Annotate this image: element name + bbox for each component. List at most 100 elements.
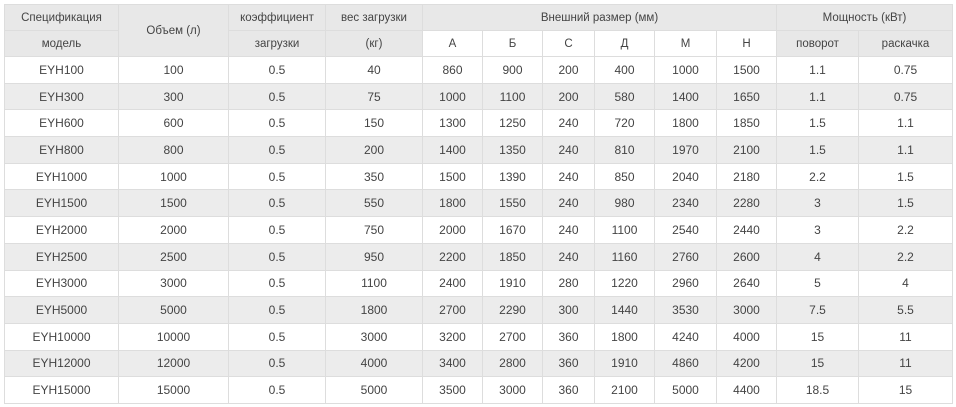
table-cell: 1.5 bbox=[776, 136, 859, 164]
table-cell: EYH100 bbox=[4, 56, 119, 84]
table-cell: 360 bbox=[542, 349, 595, 378]
table-cell: 1400 bbox=[422, 136, 483, 164]
table-cell: 2500 bbox=[118, 242, 229, 271]
header-coef: коэффициент bbox=[228, 4, 326, 31]
table-cell: 1000 bbox=[118, 162, 229, 191]
table-cell: 800 bbox=[118, 136, 229, 164]
header-dim-col: Н bbox=[716, 30, 777, 57]
table-cell: 2000 bbox=[118, 216, 229, 244]
table-cell: 0.75 bbox=[858, 56, 953, 84]
table-cell: 2100 bbox=[716, 136, 777, 164]
header-dim-col: Д bbox=[594, 30, 655, 57]
spec-table: Спецификация Объем (л) коэффициент вес з… bbox=[4, 4, 953, 404]
table-cell: 240 bbox=[542, 242, 595, 271]
table-cell: 860 bbox=[422, 56, 483, 84]
table-cell: 1400 bbox=[654, 82, 717, 111]
table-cell: EYH2500 bbox=[4, 242, 119, 271]
table-cell: 2440 bbox=[716, 216, 777, 244]
table-cell: 4400 bbox=[716, 376, 777, 404]
table-cell: 2.2 bbox=[858, 242, 953, 271]
table-cell: EYH10000 bbox=[4, 322, 119, 351]
table-cell: 0.5 bbox=[228, 349, 326, 378]
table-cell: 3 bbox=[776, 189, 859, 218]
table-cell: 2800 bbox=[482, 349, 543, 378]
table-cell: EYH600 bbox=[4, 109, 119, 138]
table-cell: EYH12000 bbox=[4, 349, 119, 378]
table-cell: 550 bbox=[325, 189, 423, 218]
table-cell: 1.1 bbox=[858, 109, 953, 138]
table-cell: 1440 bbox=[594, 296, 655, 324]
table-cell: 1250 bbox=[482, 109, 543, 138]
table-cell: 5 bbox=[776, 269, 859, 298]
header-dims: Внешний размер (мм) bbox=[422, 4, 777, 31]
table-cell: 2400 bbox=[422, 269, 483, 298]
header-model: модель bbox=[4, 30, 119, 57]
table-cell: 3200 bbox=[422, 322, 483, 351]
table-cell: 850 bbox=[594, 162, 655, 191]
table-cell: 3000 bbox=[716, 296, 777, 324]
table-cell: 300 bbox=[118, 82, 229, 111]
table-cell: 2340 bbox=[654, 189, 717, 218]
table-cell: 0.5 bbox=[228, 56, 326, 84]
table-cell: 1100 bbox=[482, 82, 543, 111]
table-cell: 2280 bbox=[716, 189, 777, 218]
table-cell: 3 bbox=[776, 216, 859, 244]
table-cell: 2040 bbox=[654, 162, 717, 191]
table-cell: 3000 bbox=[118, 269, 229, 298]
table-cell: 2000 bbox=[422, 216, 483, 244]
table-cell: 1670 bbox=[482, 216, 543, 244]
table-cell: 1000 bbox=[422, 82, 483, 111]
table-cell: EYH2000 bbox=[4, 216, 119, 244]
table-cell: 2540 bbox=[654, 216, 717, 244]
table-cell: 720 bbox=[594, 109, 655, 138]
table-cell: 950 bbox=[325, 242, 423, 271]
table-cell: 0.5 bbox=[228, 82, 326, 111]
table-cell: 2760 bbox=[654, 242, 717, 271]
table-cell: 1100 bbox=[594, 216, 655, 244]
table-cell: 4000 bbox=[716, 322, 777, 351]
table-cell: 150 bbox=[325, 109, 423, 138]
table-cell: 5000 bbox=[654, 376, 717, 404]
table-cell: 1100 bbox=[325, 269, 423, 298]
table-cell: 4200 bbox=[716, 349, 777, 378]
table-cell: 1500 bbox=[422, 162, 483, 191]
table-row: EYH2000 2000 0.5 750 2000 1670 240 1100 2540 2440… bbox=[4, 216, 953, 244]
table-cell: 0.5 bbox=[228, 162, 326, 191]
table-cell: 0.5 bbox=[228, 216, 326, 244]
table-cell: 1850 bbox=[482, 242, 543, 271]
table-cell: 2290 bbox=[482, 296, 543, 324]
table-cell: 1220 bbox=[594, 269, 655, 298]
table-cell: 4860 bbox=[654, 349, 717, 378]
table-cell: 1.1 bbox=[776, 82, 859, 111]
table-cell: 240 bbox=[542, 216, 595, 244]
table-cell: 300 bbox=[542, 296, 595, 324]
table-cell: 1650 bbox=[716, 82, 777, 111]
table-cell: 240 bbox=[542, 189, 595, 218]
table-cell: 4 bbox=[776, 242, 859, 271]
table-cell: 1160 bbox=[594, 242, 655, 271]
table-cell: 350 bbox=[325, 162, 423, 191]
header-spec: Спецификация bbox=[4, 4, 119, 31]
table-cell: 15 bbox=[858, 376, 953, 404]
table-row: EYH5000 5000 0.5 1800 2700 2290 300 1440 3530 300… bbox=[4, 296, 953, 324]
table-cell: 2960 bbox=[654, 269, 717, 298]
table-cell: 5000 bbox=[325, 376, 423, 404]
table-row: EYH600 600 0.5 150 1300 1250 240 720 1800 1850 1.5… bbox=[4, 109, 953, 138]
table-cell: 980 bbox=[594, 189, 655, 218]
table-cell: 0.5 bbox=[228, 296, 326, 324]
table-cell: 2700 bbox=[422, 296, 483, 324]
table-row: EYH300 300 0.5 75 1000 1100 200 580 1400 1650 1.1 0… bbox=[4, 82, 953, 111]
header-dim-col: С bbox=[542, 30, 595, 57]
table-cell: 12000 bbox=[118, 349, 229, 378]
table-cell: 1850 bbox=[716, 109, 777, 138]
table-cell: 0.5 bbox=[228, 189, 326, 218]
table-cell: 2640 bbox=[716, 269, 777, 298]
table-row: EYH12000 12000 0.5 4000 3400 2800 360 1910 4860 4… bbox=[4, 349, 953, 378]
table-cell: 0.5 bbox=[228, 242, 326, 271]
table-cell: 0.5 bbox=[228, 136, 326, 164]
table-cell: 0.75 bbox=[858, 82, 953, 111]
table-cell: 1800 bbox=[422, 189, 483, 218]
table-cell: 280 bbox=[542, 269, 595, 298]
table-cell: 900 bbox=[482, 56, 543, 84]
table-cell: 600 bbox=[118, 109, 229, 138]
